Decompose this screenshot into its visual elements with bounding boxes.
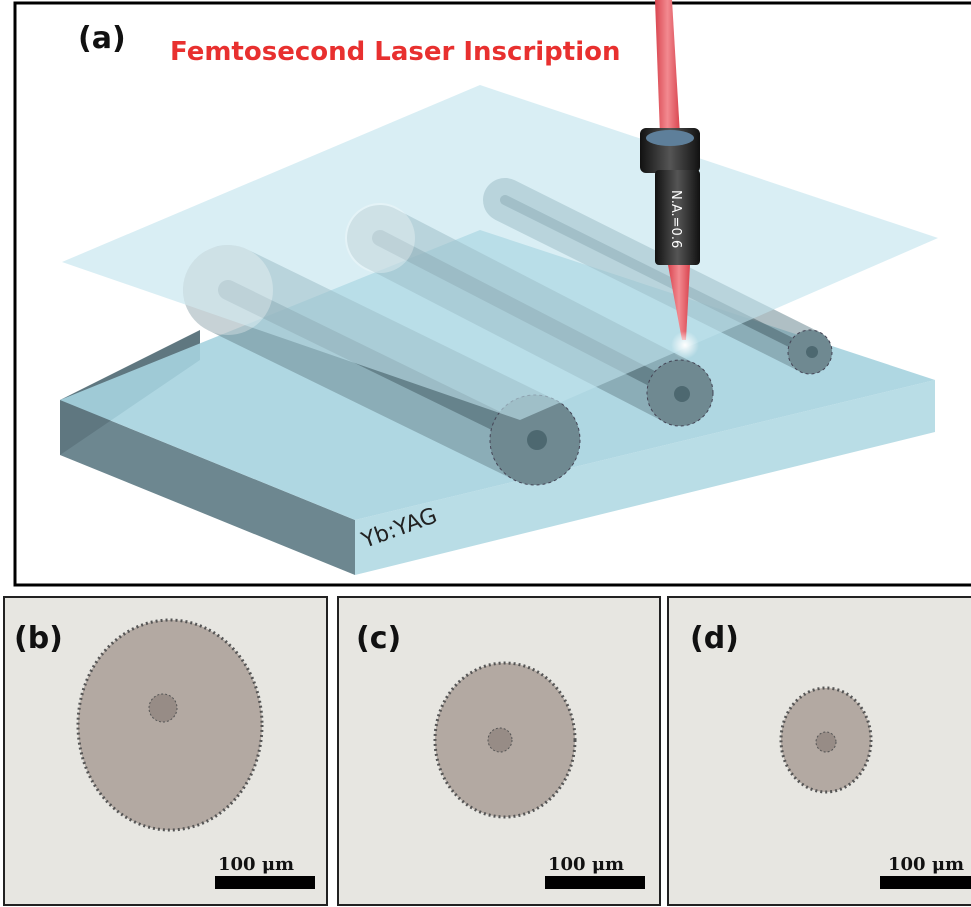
- slab-front: [355, 380, 935, 575]
- waveguide-core: [487, 727, 513, 753]
- waveguide-cladding: [76, 618, 264, 832]
- panel-b: (b) 100 μm: [3, 596, 328, 906]
- focal-spot: [671, 331, 699, 359]
- scale-bar: [545, 876, 645, 889]
- scale-bar-label: 100 μm: [888, 854, 964, 875]
- waveguide-core: [815, 731, 837, 753]
- scale-bar-label: 100 μm: [218, 854, 294, 875]
- panel-c: (c) 100 μm: [337, 596, 661, 906]
- panel-label: (b): [14, 621, 63, 656]
- slab-side: [60, 400, 355, 575]
- scale-bar-label: 100 μm: [548, 854, 624, 875]
- objective-lens: [646, 130, 694, 146]
- entry-ring: [183, 245, 273, 335]
- panel-label: (c): [356, 621, 401, 656]
- objective-label: N.A.=0.6: [668, 190, 683, 248]
- core-ends: [527, 346, 818, 450]
- waveguide-core: [148, 693, 178, 723]
- laser-beam: [655, 0, 680, 135]
- panel-label: (d): [690, 621, 739, 656]
- top-plane: [62, 85, 938, 420]
- entry-ring: [345, 203, 415, 273]
- laser-focus: [668, 265, 690, 340]
- panel-d: (d) 100 μm: [667, 596, 971, 906]
- panel-a: N.A.=0.6 (a) Femtosecond Laser Inscripti…: [13, 0, 971, 587]
- title: Femtosecond Laser Inscription: [170, 37, 621, 67]
- scale-bar: [880, 876, 971, 889]
- objective-body: [655, 170, 700, 265]
- scale-bar: [215, 876, 315, 889]
- panel-label: (a): [78, 21, 126, 56]
